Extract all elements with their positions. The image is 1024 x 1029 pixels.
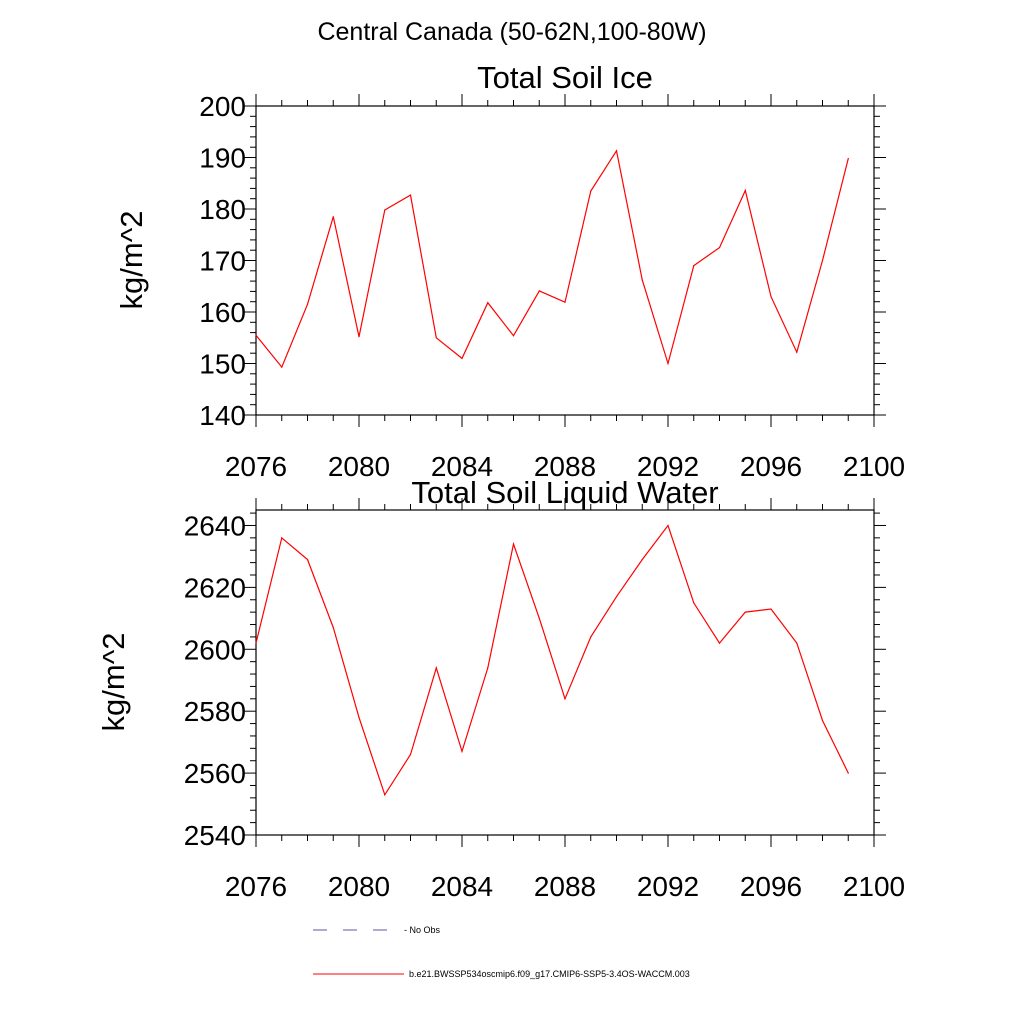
y-tick-label: 2640 bbox=[184, 510, 246, 541]
data-point bbox=[641, 279, 643, 281]
data-point bbox=[538, 290, 540, 292]
data-point bbox=[358, 336, 360, 338]
y-axis-label: kg/m^2 bbox=[96, 633, 131, 732]
y-tick-label: 2540 bbox=[184, 820, 246, 851]
x-tick-label: 2084 bbox=[431, 451, 493, 482]
chart-panel-2: 2540 2560 2580 2600 2620 2640 2076 2080 2084 2088… bbox=[96, 475, 905, 902]
data-point bbox=[487, 667, 489, 669]
data-point bbox=[847, 772, 849, 774]
figure-suptitle: Central Canada (50-62N,100-80W) bbox=[317, 18, 707, 46]
series-points bbox=[255, 150, 849, 368]
data-point bbox=[615, 150, 618, 152]
data-point bbox=[693, 265, 695, 267]
data-point bbox=[306, 558, 309, 561]
plot-frame bbox=[255, 509, 875, 836]
chart-panel-1: 140 150 160 170 180 190 200 2076 2080 2084 2088 209… bbox=[114, 60, 905, 482]
data-point bbox=[564, 698, 566, 700]
x-tick-label: 2096 bbox=[740, 451, 802, 482]
x-tick-label: 2092 bbox=[637, 871, 699, 902]
y-tick-label: 180 bbox=[199, 194, 246, 225]
data-point bbox=[770, 608, 772, 610]
data-point bbox=[744, 611, 746, 613]
data-point bbox=[461, 357, 463, 359]
chart-title: Total Soil Ice bbox=[477, 60, 653, 95]
x-tick-label: 2100 bbox=[843, 871, 905, 902]
y-tick-label: 200 bbox=[199, 91, 246, 122]
x-tick-label: 2092 bbox=[637, 451, 699, 482]
y-tick-label: 2600 bbox=[184, 634, 246, 665]
data-point bbox=[487, 302, 489, 304]
y-tick-label: 170 bbox=[199, 246, 246, 277]
series-line bbox=[255, 524, 849, 797]
data-point bbox=[332, 216, 334, 218]
series-points bbox=[255, 524, 849, 796]
data-point bbox=[667, 524, 669, 527]
data-point bbox=[409, 753, 412, 756]
axis-ticks bbox=[244, 498, 886, 847]
data-point bbox=[358, 716, 360, 718]
data-point bbox=[590, 190, 592, 192]
data-point bbox=[409, 194, 412, 196]
data-point bbox=[796, 351, 798, 353]
data-point bbox=[693, 602, 695, 604]
data-point bbox=[281, 366, 283, 368]
data-point bbox=[512, 543, 515, 545]
y-tick-label: 190 bbox=[199, 143, 246, 174]
data-point bbox=[821, 259, 824, 262]
data-point bbox=[255, 334, 257, 336]
data-point bbox=[281, 537, 283, 539]
data-point bbox=[332, 627, 334, 629]
x-tick-label: 2076 bbox=[225, 871, 287, 902]
data-point bbox=[435, 667, 437, 669]
data-point bbox=[255, 642, 257, 644]
axis-ticks bbox=[244, 94, 886, 427]
data-point bbox=[641, 558, 643, 561]
data-point bbox=[744, 189, 746, 192]
x-tick-label: 2100 bbox=[843, 451, 905, 482]
y-tick-label: 160 bbox=[199, 297, 246, 328]
y-tick-label: 2560 bbox=[184, 758, 246, 789]
data-point bbox=[384, 794, 386, 796]
data-point bbox=[461, 750, 463, 753]
x-tick-label: 2096 bbox=[740, 871, 802, 902]
x-tick-label: 2080 bbox=[328, 871, 390, 902]
y-tick-label: 2620 bbox=[184, 572, 246, 603]
data-point bbox=[667, 362, 669, 365]
data-point bbox=[718, 247, 721, 249]
data-point bbox=[796, 642, 798, 644]
data-point bbox=[821, 719, 824, 722]
data-point bbox=[512, 335, 515, 337]
x-tick-label: 2088 bbox=[534, 451, 596, 482]
legend-item: b.e21.BWSSP534oscmip6.f09_g17.CMIP6-SSP5… bbox=[313, 969, 690, 979]
y-tick-label: 2580 bbox=[184, 696, 246, 727]
data-point bbox=[590, 636, 592, 638]
legend-label: - No Obs bbox=[404, 925, 441, 935]
data-point bbox=[770, 295, 772, 298]
legend: - No Obs b.e21.BWSSP534oscmip6.f09_g17.CM… bbox=[313, 925, 690, 979]
data-point bbox=[384, 209, 386, 211]
x-tick-label: 2088 bbox=[534, 871, 596, 902]
series-line bbox=[255, 149, 849, 369]
data-point bbox=[847, 157, 849, 160]
x-tick-label: 2080 bbox=[328, 451, 390, 482]
chart-title: Total Soil Liquid Water bbox=[411, 475, 718, 510]
data-point bbox=[538, 617, 540, 619]
data-point bbox=[615, 596, 618, 598]
y-tick-label: 150 bbox=[199, 349, 246, 380]
legend-item: - No Obs bbox=[313, 925, 441, 935]
y-tick-label: 140 bbox=[199, 400, 246, 431]
y-axis-label: kg/m^2 bbox=[114, 211, 149, 310]
data-point bbox=[718, 642, 721, 644]
data-point bbox=[435, 337, 437, 339]
plot-frame bbox=[255, 105, 875, 416]
data-point bbox=[564, 301, 566, 303]
x-tick-label: 2076 bbox=[225, 451, 287, 482]
x-tick-label: 2084 bbox=[431, 871, 493, 902]
data-point bbox=[306, 303, 309, 305]
legend-label: b.e21.BWSSP534oscmip6.f09_g17.CMIP6-SSP5… bbox=[409, 969, 690, 979]
